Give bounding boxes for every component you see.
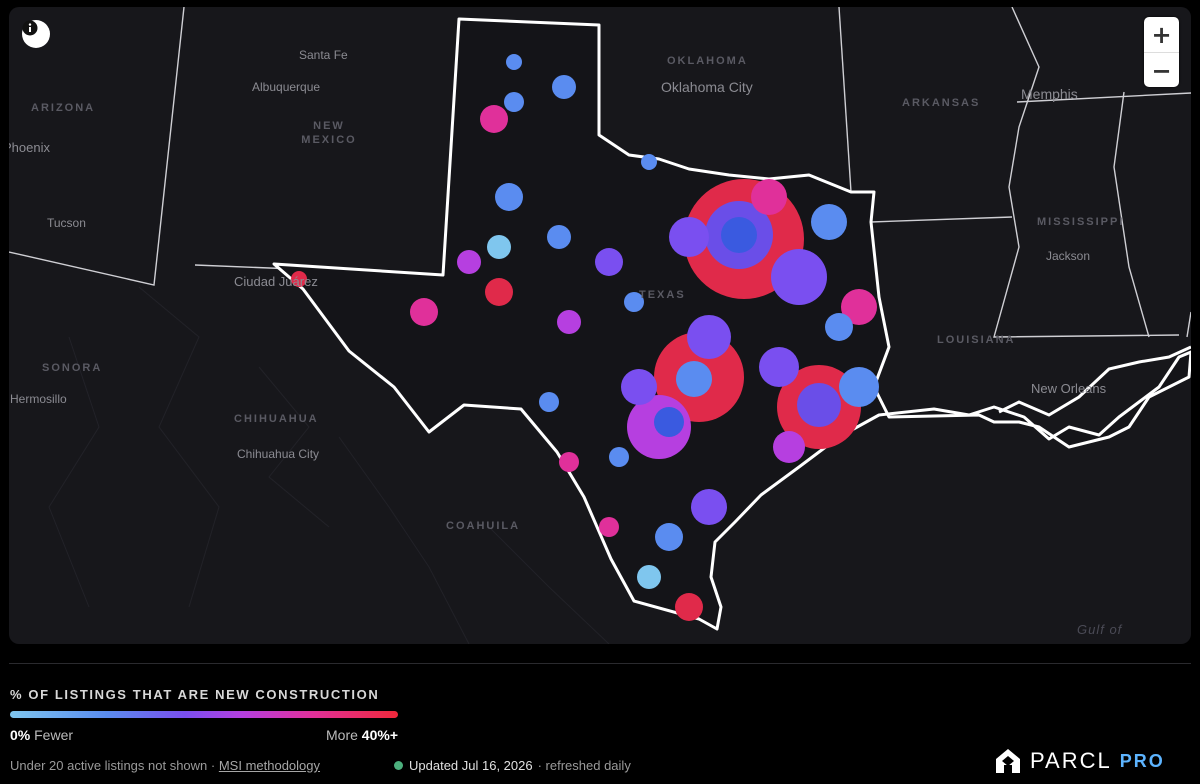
legend-max-text: More [326, 727, 358, 743]
state-label-arkansas: ARKANSAS [902, 97, 981, 109]
state-label-texas: TEXAS [639, 289, 686, 301]
legend-color-scale [10, 711, 398, 718]
state-label-chihuahua: CHIHUAHUA [234, 413, 319, 425]
city-label-santa-fe: Santa Fe [299, 48, 348, 62]
city-label-new-orleans: New Orleans [1031, 381, 1107, 396]
choropleth-regions[interactable] [291, 54, 879, 621]
brand[interactable]: PARCL PRO [994, 747, 1165, 775]
state-label-arizona: ARIZONA [31, 102, 96, 114]
footnote: Under 20 active listings not shown · MSI… [10, 758, 320, 773]
city-label-jackson: Jackson [1046, 249, 1091, 263]
footnote-text: Under 20 active listings not shown · [10, 758, 216, 773]
city-label-hermosillo: Hermosillo [10, 392, 67, 406]
zoom-in-button[interactable]: + [1144, 17, 1179, 53]
city-label-ciudad-juarez: Ciudad Juárez [234, 274, 318, 289]
state-label-new-mexico: NEW MEXICO [301, 120, 357, 146]
state-label-oklahoma: OKLAHOMA [667, 55, 748, 67]
city-label-chihuahua-city: Chihuahua City [237, 447, 320, 461]
parcl-logo-icon [996, 749, 1020, 773]
legend-max: More 40%+ [270, 727, 398, 743]
brand-name: PARCL [1030, 748, 1112, 773]
map-canvas[interactable] [9, 7, 1191, 644]
legend-title: % OF LISTINGS THAT ARE NEW CONSTRUCTION [10, 687, 380, 702]
city-label-albuquerque: Albuquerque [252, 80, 321, 94]
state-label-coahuila: COAHUILA [446, 520, 521, 532]
legend-min-value: 0% [10, 727, 31, 743]
map-view[interactable]: + − ARIZONA NEW MEXICO OKLAHOMA ARKANSAS… [9, 7, 1191, 644]
brand-tier: PRO [1119, 750, 1165, 771]
status-dot-icon [394, 761, 403, 770]
zoom-out-button[interactable]: − [1151, 56, 1172, 85]
info-icon [22, 20, 38, 36]
info-button[interactable] [22, 20, 50, 48]
city-label-oklahoma-city: Oklahoma City [661, 79, 753, 95]
divider [9, 663, 1191, 664]
methodology-link[interactable]: MSI methodology [218, 758, 321, 773]
water-label-gulf: Gulf of [1077, 622, 1123, 637]
state-label-sonora: SONORA [42, 362, 103, 374]
zoom-controls: + − [1144, 17, 1179, 87]
state-label-mississippi: MISSISSIPPI [1037, 216, 1125, 228]
refresh-text: · refreshed daily [537, 758, 631, 773]
state-label-louisiana: LOUISIANA [937, 334, 1016, 346]
legend-max-value: 40%+ [361, 727, 398, 743]
updated-date: Updated Jul 16, 2026 [409, 758, 533, 773]
legend-min-text: Fewer [34, 727, 74, 743]
city-label-tucson: Tucson [47, 216, 86, 230]
legend-min: 0% Fewer [10, 727, 73, 743]
city-label-memphis: Memphis [1021, 86, 1078, 102]
city-label-phoenix: Phoenix [9, 140, 50, 155]
update-status: Updated Jul 16, 2026 · refreshed daily [394, 758, 631, 773]
